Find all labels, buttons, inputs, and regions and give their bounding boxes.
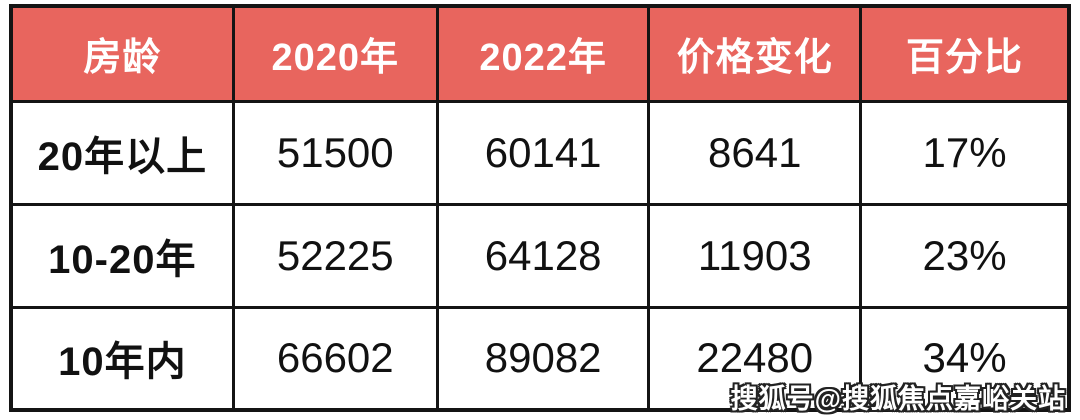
data-cell: 89082 <box>435 305 651 412</box>
table-header-row: 房龄 2020年 2022年 价格变化 百分比 <box>9 4 1071 103</box>
header-cell-price-change: 价格变化 <box>647 4 863 103</box>
header-cell-percentage: 百分比 <box>859 4 1071 103</box>
row-label-cell: 10-20年 <box>9 202 235 309</box>
row-label-cell: 20年以上 <box>9 99 235 206</box>
table-row: 20年以上 51500 60141 8641 17% <box>9 99 1071 206</box>
table-row: 10-20年 52225 64128 11903 23% <box>9 202 1071 309</box>
data-cell: 34% <box>859 305 1071 412</box>
data-cell: 23% <box>859 202 1071 309</box>
data-cell: 60141 <box>435 99 651 206</box>
data-cell: 17% <box>859 99 1071 206</box>
data-cell: 64128 <box>435 202 651 309</box>
data-cell: 22480 <box>647 305 863 412</box>
table-row: 10年内 66602 89082 22480 34% <box>9 305 1071 412</box>
data-cell: 11903 <box>647 202 863 309</box>
data-cell: 66602 <box>231 305 439 412</box>
data-cell: 51500 <box>231 99 439 206</box>
data-cell: 8641 <box>647 99 863 206</box>
house-age-price-table: 房龄 2020年 2022年 价格变化 百分比 20年以上 51500 6014… <box>9 4 1071 412</box>
row-label-cell: 10年内 <box>9 305 235 412</box>
header-cell-2020: 2020年 <box>231 4 439 103</box>
sohu-watermark: 搜狐号@搜狐焦点嘉峪关站 <box>730 384 1066 414</box>
data-cell: 52225 <box>231 202 439 309</box>
header-cell-2022: 2022年 <box>435 4 651 103</box>
header-cell-house-age: 房龄 <box>9 4 235 103</box>
